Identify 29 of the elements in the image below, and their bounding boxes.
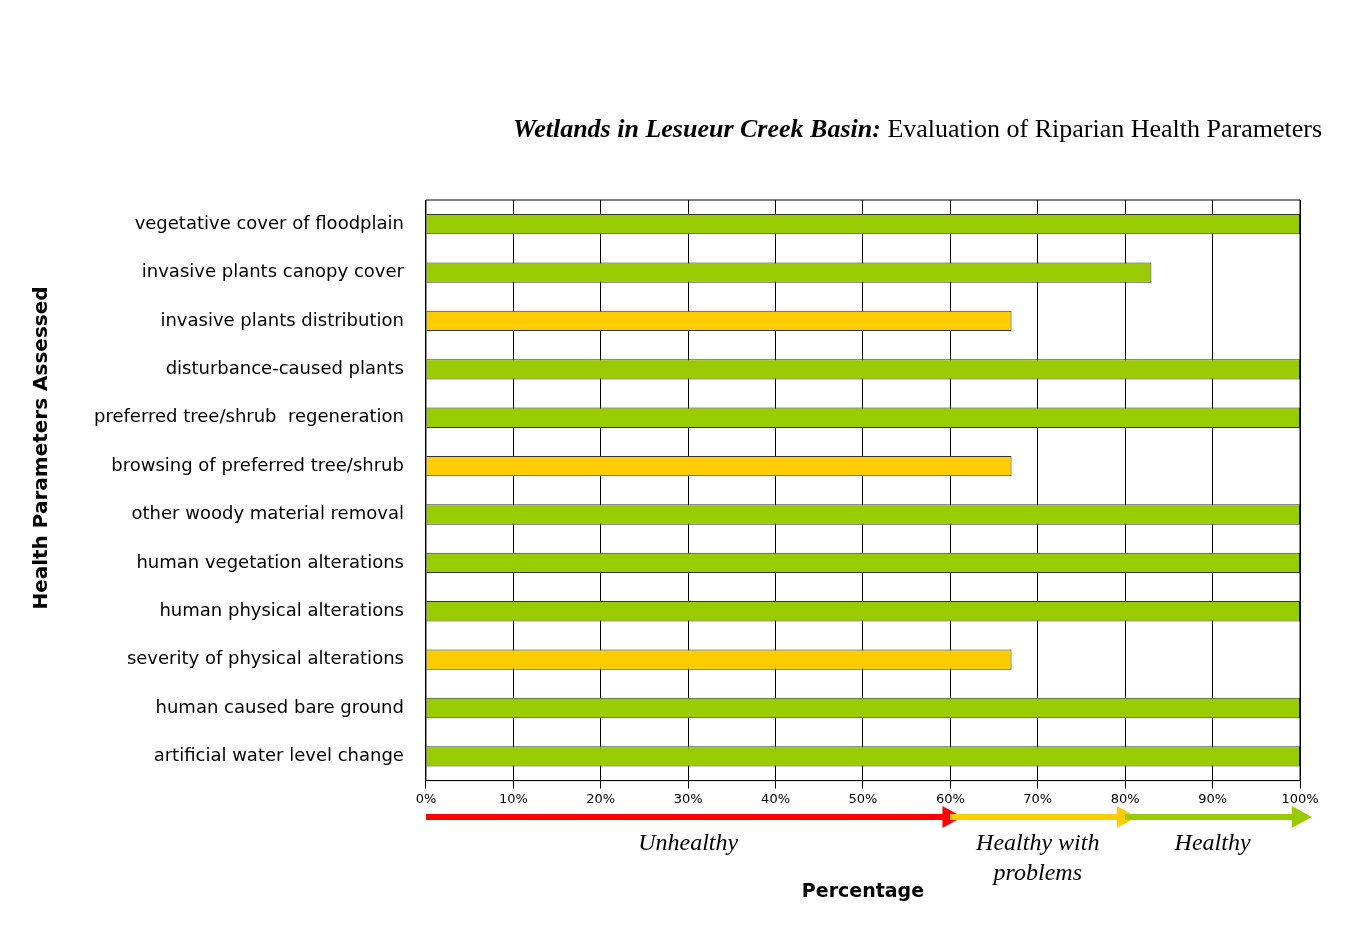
y-tick-label: human caused bare ground [155,695,404,717]
text: Healthy [1173,827,1252,857]
x-tick-label: 50% [848,790,878,806]
y-tick-label: human physical alterations [159,598,404,620]
y-tick-label: human vegetation alterations [136,550,404,572]
text: Healthy with problems [975,827,1101,887]
x-tick-label: 10% [498,790,528,806]
x-tick-label: 20% [586,790,616,806]
y-tick-label: invasive plants canopy cover [141,260,405,282]
chart-title: Wetlands in Lesueur Creek Basin: Evaluation of Riparian Health Parameters [511,114,1322,144]
x-tick-label: 40% [761,790,791,806]
y-tick-label: browsing of preferred tree/shrub [111,453,404,475]
y-tick-label: preferred tree/shrub regeneration [94,405,404,427]
x-tick-label: 90% [1198,790,1228,806]
y-tick-label: disturbance-caused plants [165,357,404,379]
x-tick-label: 70% [1023,790,1053,806]
x-tick-label: 30% [673,790,703,806]
y-tick-label: vegetative cover of floodplain [134,211,404,233]
x-tick-label: 60% [935,790,965,806]
x-tick-label: 80% [1110,790,1140,806]
y-tick-label: other woody material removal [131,502,404,524]
x-tick-label: 100% [1281,790,1319,806]
y-axis-title: Health Parameters Assessed [28,286,52,610]
x-tick-label: 0% [415,790,437,806]
y-tick-label: artificial water level change [153,744,404,766]
text: Unhealthy [637,827,740,857]
y-tick-label: severity of physical alterations [126,647,404,669]
y-tick-label: invasive plants distribution [160,308,404,330]
x-axis-title: Percentage [801,878,925,901]
